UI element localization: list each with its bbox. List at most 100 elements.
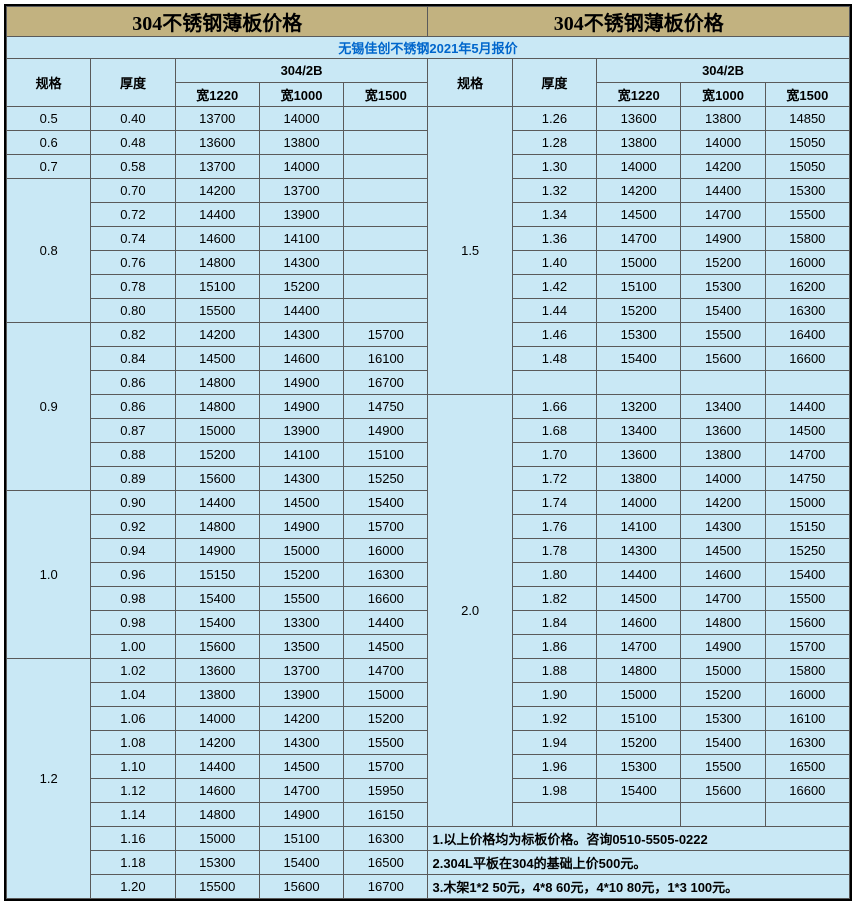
price-cell: 15600 xyxy=(175,635,259,659)
price-cell: 14700 xyxy=(597,635,681,659)
thk-cell: 1.46 xyxy=(512,323,596,347)
price-cell: 15100 xyxy=(175,275,259,299)
price-cell: 13800 xyxy=(681,443,765,467)
price-cell: 15250 xyxy=(765,539,849,563)
thk-cell: 1.36 xyxy=(512,227,596,251)
price-cell: 15600 xyxy=(765,611,849,635)
subtitle: 无锡佳创不锈钢2021年5月报价 xyxy=(7,37,850,59)
price-cell: 16700 xyxy=(344,875,428,899)
price-cell: 16100 xyxy=(765,707,849,731)
thk-cell: 0.96 xyxy=(91,563,175,587)
thk-cell: 0.90 xyxy=(91,491,175,515)
price-cell: 14400 xyxy=(259,299,343,323)
thk-cell: 1.42 xyxy=(512,275,596,299)
price-cell xyxy=(344,203,428,227)
price-cell: 14800 xyxy=(175,395,259,419)
price-cell: 15400 xyxy=(259,851,343,875)
price-cell: 13800 xyxy=(259,131,343,155)
price-cell: 14700 xyxy=(259,779,343,803)
price-cell: 13600 xyxy=(597,443,681,467)
hdr-spec-right: 规格 xyxy=(428,59,512,107)
price-cell: 15000 xyxy=(765,491,849,515)
price-cell: 14600 xyxy=(597,611,681,635)
price-cell: 14200 xyxy=(175,179,259,203)
price-cell xyxy=(344,155,428,179)
price-cell: 13300 xyxy=(259,611,343,635)
price-cell: 14300 xyxy=(259,731,343,755)
thk-cell: 0.58 xyxy=(91,155,175,179)
thk-cell: 1.90 xyxy=(512,683,596,707)
price-cell: 16500 xyxy=(765,755,849,779)
price-cell: 15500 xyxy=(175,299,259,323)
price-cell: 15400 xyxy=(175,611,259,635)
price-cell: 15200 xyxy=(681,251,765,275)
price-cell: 14300 xyxy=(597,539,681,563)
thk-cell: 1.06 xyxy=(91,707,175,731)
price-cell: 14500 xyxy=(175,347,259,371)
price-cell: 14900 xyxy=(681,635,765,659)
thk-cell: 0.89 xyxy=(91,467,175,491)
price-cell: 15800 xyxy=(765,227,849,251)
thk-cell: 1.68 xyxy=(512,419,596,443)
thk-cell: 1.26 xyxy=(512,107,596,131)
price-cell: 14800 xyxy=(175,515,259,539)
price-cell: 15800 xyxy=(765,659,849,683)
price-cell: 15200 xyxy=(344,707,428,731)
price-cell: 14100 xyxy=(597,515,681,539)
price-cell xyxy=(681,371,765,395)
thk-cell: 0.80 xyxy=(91,299,175,323)
price-cell: 14200 xyxy=(681,491,765,515)
price-cell: 14200 xyxy=(175,323,259,347)
price-cell: 14300 xyxy=(681,515,765,539)
thk-cell: 1.84 xyxy=(512,611,596,635)
price-cell: 14500 xyxy=(681,539,765,563)
price-cell xyxy=(344,275,428,299)
price-cell: 15600 xyxy=(259,875,343,899)
price-cell: 13700 xyxy=(175,155,259,179)
thk-cell: 0.72 xyxy=(91,203,175,227)
price-cell: 14400 xyxy=(344,611,428,635)
price-cell: 15500 xyxy=(259,587,343,611)
note-cell: 1.以上价格均为标板价格。咨询0510-5505-0222 xyxy=(428,827,850,851)
price-cell: 14800 xyxy=(681,611,765,635)
price-cell: 15400 xyxy=(681,731,765,755)
price-cell: 14500 xyxy=(344,635,428,659)
price-cell: 14850 xyxy=(765,107,849,131)
price-cell: 15300 xyxy=(597,755,681,779)
price-cell: 15200 xyxy=(259,563,343,587)
price-cell: 14200 xyxy=(681,155,765,179)
thk-cell: 1.12 xyxy=(91,779,175,803)
price-cell: 14700 xyxy=(597,227,681,251)
thk-cell: 1.88 xyxy=(512,659,596,683)
price-cell: 14300 xyxy=(259,323,343,347)
thk-cell: 1.18 xyxy=(91,851,175,875)
price-cell: 14000 xyxy=(681,467,765,491)
thk-cell: 1.34 xyxy=(512,203,596,227)
title-left: 304不锈钢薄板价格 xyxy=(7,7,428,37)
thk-cell: 1.94 xyxy=(512,731,596,755)
title-right: 304不锈钢薄板价格 xyxy=(428,7,850,37)
spec-cell: 1.2 xyxy=(7,659,91,899)
price-cell: 14200 xyxy=(597,179,681,203)
thk-cell: 0.86 xyxy=(91,395,175,419)
thk-cell: 1.74 xyxy=(512,491,596,515)
price-cell: 14900 xyxy=(681,227,765,251)
price-cell: 14500 xyxy=(597,203,681,227)
price-cell: 15000 xyxy=(175,419,259,443)
thk-cell: 1.04 xyxy=(91,683,175,707)
price-cell: 14700 xyxy=(681,203,765,227)
spec-cell: 1.5 xyxy=(428,107,512,395)
price-cell: 14900 xyxy=(175,539,259,563)
thk-cell: 1.48 xyxy=(512,347,596,371)
thk-cell: 0.92 xyxy=(91,515,175,539)
thk-cell: 0.86 xyxy=(91,371,175,395)
price-cell: 15000 xyxy=(597,683,681,707)
price-cell xyxy=(765,803,849,827)
price-cell: 15050 xyxy=(765,155,849,179)
thk-cell: 0.40 xyxy=(91,107,175,131)
thk-cell: 1.92 xyxy=(512,707,596,731)
price-cell: 15000 xyxy=(259,539,343,563)
thk-cell xyxy=(512,803,596,827)
price-cell: 15400 xyxy=(175,587,259,611)
price-cell: 14800 xyxy=(175,371,259,395)
